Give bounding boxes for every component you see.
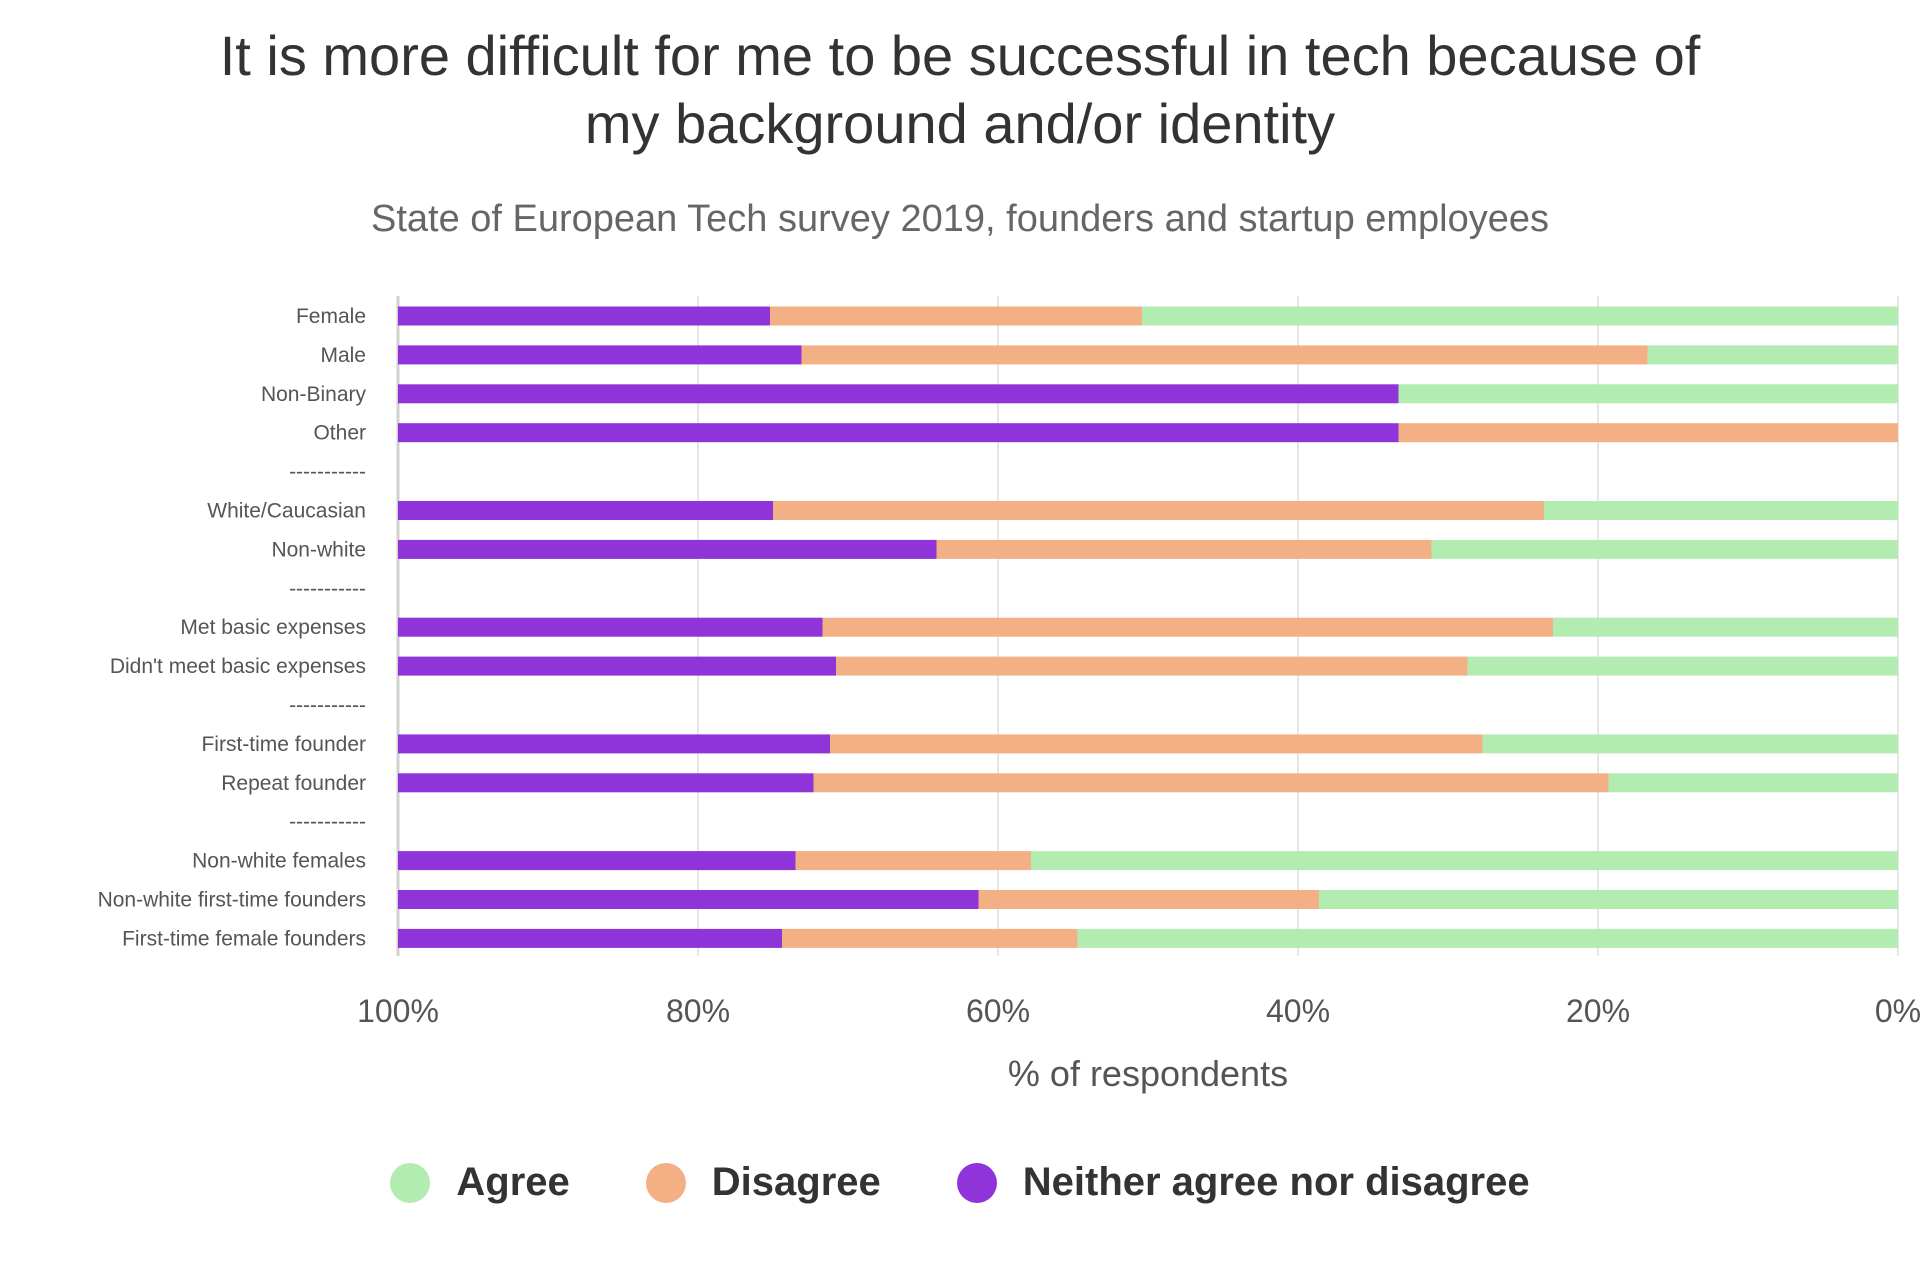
bar-agree bbox=[1608, 773, 1898, 793]
x-axis-title: % of respondents bbox=[1008, 1053, 1288, 1094]
category-label: First-time female founders bbox=[122, 927, 366, 950]
category-label: Non-white females bbox=[192, 850, 366, 873]
x-tick-label: 20% bbox=[1566, 993, 1630, 1029]
bar-agree bbox=[1431, 539, 1898, 559]
category-label: Non-Binary bbox=[261, 383, 367, 406]
legend-label-neither: Neither agree nor disagree bbox=[1022, 1160, 1530, 1204]
bar-agree bbox=[1544, 501, 1898, 520]
bar-neither-agree-nor-disagree bbox=[398, 928, 782, 948]
bar-neither-agree-nor-disagree bbox=[398, 345, 802, 365]
category-label: Repeat founder bbox=[221, 772, 366, 795]
category-label: Non-white first-time founders bbox=[98, 889, 366, 912]
category-label: ----------- bbox=[289, 694, 366, 717]
stacked-bar-chart: 100% 80% 60% 40% 20% 0% % of respondents Female… bbox=[98, 296, 1920, 1094]
category-label: Met basic expenses bbox=[180, 616, 366, 639]
bar-disagree bbox=[770, 306, 1142, 326]
x-tick-label: 100% bbox=[357, 993, 439, 1029]
bar-neither-agree-nor-disagree bbox=[398, 851, 796, 871]
bar-agree bbox=[1553, 617, 1898, 637]
bar-disagree bbox=[782, 928, 1078, 948]
bar-disagree bbox=[836, 656, 1468, 676]
chart-subtitle: State of European Tech survey 2019, foun… bbox=[370, 198, 1550, 240]
legend-item-disagree: Disagree bbox=[645, 1160, 881, 1205]
category-label: Male bbox=[320, 344, 366, 367]
bar-neither-agree-nor-disagree bbox=[398, 656, 836, 676]
category-label: ----------- bbox=[289, 461, 366, 484]
category-label: ----------- bbox=[289, 811, 366, 834]
bar-disagree bbox=[773, 501, 1544, 520]
x-tick-label: 80% bbox=[666, 993, 730, 1029]
category-label: Didn't meet basic expenses bbox=[110, 655, 366, 678]
bar-agree bbox=[1319, 890, 1898, 909]
bar-disagree bbox=[1398, 423, 1898, 443]
bar-disagree bbox=[813, 773, 1609, 793]
bar-neither-agree-nor-disagree bbox=[398, 384, 1399, 404]
bar-disagree bbox=[822, 617, 1553, 637]
category-label: Other bbox=[313, 422, 366, 445]
category-label: Non-white bbox=[271, 538, 366, 561]
chart-title: It is more difficult for me to be succes… bbox=[219, 24, 1701, 155]
bar-agree bbox=[1077, 928, 1898, 948]
bar-disagree bbox=[978, 890, 1319, 909]
bar-neither-agree-nor-disagree bbox=[398, 501, 773, 520]
bar-agree bbox=[1031, 851, 1898, 871]
bar-agree bbox=[1398, 384, 1898, 404]
x-tick-label: 0% bbox=[1875, 993, 1920, 1029]
category-label: White/Caucasian bbox=[207, 500, 366, 523]
category-label: Female bbox=[296, 305, 366, 328]
legend-item-neither: Neither agree nor disagree bbox=[956, 1160, 1530, 1205]
bar-neither-agree-nor-disagree bbox=[398, 617, 823, 637]
bar-neither-agree-nor-disagree bbox=[398, 539, 937, 559]
bar-neither-agree-nor-disagree bbox=[398, 773, 814, 793]
bar-neither-agree-nor-disagree bbox=[398, 734, 830, 754]
legend-item-agree: Agree bbox=[390, 1160, 570, 1205]
bar-agree bbox=[1467, 656, 1898, 676]
bar-neither-agree-nor-disagree bbox=[398, 306, 770, 326]
x-tick-label: 40% bbox=[1266, 993, 1330, 1029]
bar-disagree bbox=[795, 851, 1031, 871]
legend-swatch-agree bbox=[390, 1162, 431, 1203]
bar-disagree bbox=[801, 345, 1648, 365]
bar-disagree bbox=[936, 539, 1432, 559]
bar-neither-agree-nor-disagree bbox=[398, 423, 1399, 443]
bar-agree bbox=[1142, 306, 1898, 326]
category-label: ----------- bbox=[289, 577, 366, 600]
legend-label-disagree: Disagree bbox=[711, 1160, 881, 1204]
bar-agree bbox=[1482, 734, 1898, 754]
legend: Agree Disagree Neither agree nor disagre… bbox=[0, 1160, 1920, 1205]
legend-swatch-neither bbox=[956, 1162, 997, 1203]
legend-label-agree: Agree bbox=[456, 1160, 570, 1204]
bar-agree bbox=[1647, 345, 1898, 365]
bar-neither-agree-nor-disagree bbox=[398, 890, 979, 909]
bar-disagree bbox=[830, 734, 1483, 754]
category-label: First-time founder bbox=[201, 733, 366, 756]
legend-swatch-disagree bbox=[645, 1162, 686, 1203]
x-tick-label: 60% bbox=[966, 993, 1030, 1029]
